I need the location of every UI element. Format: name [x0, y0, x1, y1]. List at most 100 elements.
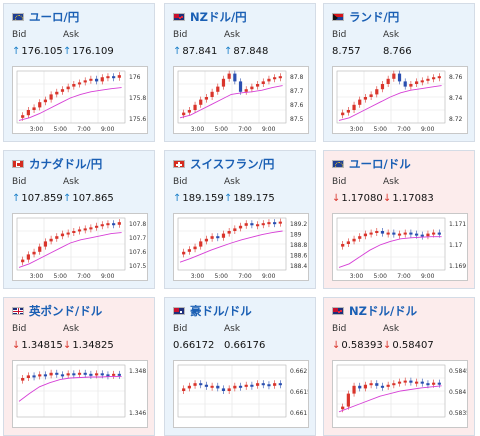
candle-body [238, 81, 243, 92]
candle-body [250, 384, 254, 387]
arrow-down-icon: ↓ [332, 193, 341, 204]
price-chart[interactable]: 0.5845 0.584 0.5835 [332, 360, 468, 428]
ask-label: Ask [63, 324, 80, 334]
price-chart-svg: 1.171 1.17 1.169 3:00 5:00 7:00 9:00 [336, 217, 466, 280]
rate-card-eur-usd[interactable]: ユーロ/ドル Bid Ask ↓1.17080 ↓1.17083 1.171 1.17 1.1… [323, 150, 475, 289]
bid-label: Bid [173, 177, 188, 187]
candle-body [182, 388, 186, 391]
candle-body [414, 381, 419, 384]
ch-flag-icon [173, 160, 185, 168]
x-tick-label: 9:00 [262, 273, 276, 280]
candle-body [397, 233, 402, 236]
price-chart[interactable]: 1.171 1.17 1.169 3:00 5:00 7:00 9:00 [332, 213, 468, 281]
candle-body [112, 373, 116, 376]
rate-card-chf-jpy[interactable]: スイスフラン/円 Bid Ask ↑189.159 ↑189.175 189.2 189 18… [164, 150, 316, 289]
plot-frame [336, 217, 446, 271]
arrow-up-icon: ↑ [63, 193, 72, 204]
price-chart[interactable]: 176 175.8 175.6 3:00 5:00 7:00 9:00 [12, 66, 148, 134]
y-tick-label: 188.8 [290, 242, 307, 249]
ask-label: Ask [224, 177, 241, 187]
candle-body [221, 233, 226, 238]
y-tick-label: 189 [290, 232, 302, 239]
candle-body [255, 383, 260, 386]
candle-body [117, 373, 121, 376]
moving-average-line [338, 85, 442, 121]
rate-card-aud-usd[interactable]: 豪ドル/ドルBidAsk0.661720.661760.6620.66150.6… [164, 297, 316, 436]
x-tick-label: 9:00 [421, 126, 435, 133]
ask-value: ↑87.848 [224, 46, 269, 57]
candle-body [182, 251, 186, 255]
candle-body [89, 78, 93, 81]
candle-body [363, 384, 368, 389]
pair-title[interactable]: ユーロ/円 [29, 10, 80, 24]
candle-body [261, 383, 265, 386]
candle-body [66, 373, 70, 376]
candle-body [66, 232, 70, 235]
candle-body [55, 372, 59, 375]
candle-body [244, 223, 248, 226]
candle-body [112, 223, 116, 226]
price-chart[interactable]: 107.8 107.7 107.6 107.5 3:00 5:00 7:00 9:00 [12, 213, 148, 281]
pair-title[interactable]: 豪ドル/ドル [190, 304, 252, 318]
pair-title[interactable]: ユーロ/ドル [349, 157, 411, 171]
candle-body [43, 374, 48, 377]
rate-card-nzd-usd[interactable]: NZドル/ドルBidAsk↓0.58393↓0.584070.58450.584… [323, 297, 475, 436]
candle-body [94, 78, 99, 82]
candle-body [106, 223, 110, 226]
candle-body [32, 375, 36, 378]
pair-title[interactable]: NZドル/ドル [349, 304, 418, 318]
candle-body [386, 78, 390, 84]
candle-body [210, 91, 214, 97]
candle-body [380, 231, 385, 234]
y-tick-label: 0.5845 [449, 368, 467, 375]
bid-label: Bid [332, 177, 347, 187]
candle-body [26, 254, 30, 260]
x-tick-label: 7:00 [397, 273, 411, 280]
candle-body [375, 383, 379, 386]
candle-body [182, 112, 186, 116]
candle-body [233, 73, 237, 82]
candle-body [392, 73, 396, 79]
price-chart[interactable]: 0.662 0.6615 0.661 [173, 360, 309, 428]
candle-body [21, 259, 25, 263]
price-chart[interactable]: 189.2 189 188.8 188.6 188.4 3:00 5:00 7:00 9:00 [173, 213, 309, 281]
candle-body [261, 81, 265, 84]
candle-body [106, 374, 110, 377]
arrow-up-icon: ↑ [224, 193, 233, 204]
x-tick-label: 7:00 [77, 126, 91, 133]
arrow-up-icon: ↑ [12, 193, 21, 204]
rate-card-eur-jpy[interactable]: ユーロ/円 Bid Ask ↑176.105 ↑176.109 176 175.8 175.6… [3, 3, 155, 142]
bid-value: ↑176.105 [12, 46, 63, 57]
candle-body [187, 110, 191, 113]
nz-flag-icon [332, 307, 344, 315]
candle-body [341, 244, 345, 247]
candle-body [83, 372, 87, 375]
rate-card-zar-jpy[interactable]: ランド/円 Bid Ask 8.757 8.766 8.76 8.74 8.72 3:00 5:0… [323, 3, 475, 142]
rate-card-cad-jpy[interactable]: カナダドル/円 Bid Ask ↑107.859 ↑107.865 107.8 107.7 1… [3, 150, 155, 289]
candle-body [409, 232, 413, 235]
y-tick-label: 87.5 [290, 116, 304, 123]
bid-value: ↓1.34815 [12, 340, 63, 351]
rate-card-nzd-jpy[interactable]: NZドル/円 Bid Ask ↑87.841 ↑87.848 87.8 87.7 87.6 87… [164, 3, 316, 142]
candle-body [26, 375, 30, 378]
pair-title[interactable]: ランド/円 [349, 10, 400, 24]
x-tick-label: 5:00 [53, 126, 67, 133]
y-tick-label: 107.6 [129, 249, 146, 256]
pair-title[interactable]: カナダドル/円 [29, 157, 103, 171]
x-tick-label: 7:00 [397, 126, 411, 133]
candle-body [60, 89, 65, 92]
pair-title[interactable]: スイスフラン/円 [190, 157, 275, 171]
eu-flag-icon [12, 13, 24, 21]
moving-average-line [338, 236, 442, 268]
candle-body [38, 374, 42, 377]
candle-body [409, 84, 413, 87]
pair-title[interactable]: 英ポンド/ドル [29, 304, 103, 318]
price-chart[interactable]: 1.348 1.346 [12, 360, 148, 428]
candle-body [77, 372, 82, 375]
arrow-up-icon: ↑ [173, 193, 182, 204]
price-chart[interactable]: 87.8 87.7 87.6 87.5 3:00 5:00 7:00 9:00 [173, 66, 309, 134]
candle-body [267, 384, 271, 387]
pair-title[interactable]: NZドル/円 [190, 10, 247, 24]
price-chart[interactable]: 8.76 8.74 8.72 3:00 5:00 7:00 9:00 [332, 66, 468, 134]
rate-card-gbp-usd[interactable]: 英ポンド/ドル Bid Ask ↓1.34815 ↓1.34825 1.348 1.346 [3, 297, 155, 436]
